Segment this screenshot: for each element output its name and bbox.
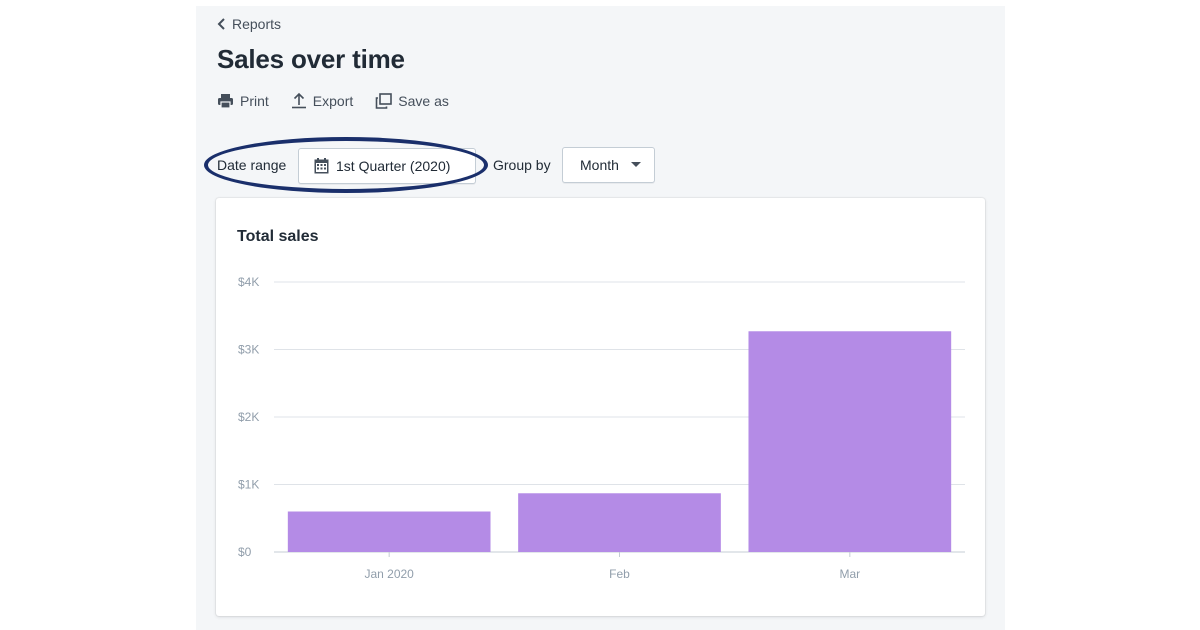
group-by-label: Group by	[493, 157, 551, 173]
x-tick-label: Feb	[609, 567, 630, 581]
chevron-left-icon	[217, 18, 225, 30]
report-panel: Reports Sales over time Print Export Sav…	[196, 6, 1005, 630]
print-button[interactable]: Print	[217, 92, 269, 109]
y-tick-label: $1K	[238, 478, 259, 492]
action-bar: Print Export Save as	[217, 92, 471, 109]
chart-title: Total sales	[237, 228, 319, 245]
x-tick-label: Mar	[839, 567, 860, 581]
back-to-reports-link[interactable]: Reports	[217, 16, 281, 32]
date-range-value: 1st Quarter (2020)	[336, 158, 451, 174]
page-title: Sales over time	[217, 44, 405, 74]
bar-feb	[518, 493, 721, 552]
save-as-button[interactable]: Save as	[375, 92, 449, 109]
y-tick-label: $3K	[238, 343, 259, 357]
back-link-label: Reports	[232, 16, 282, 32]
export-label: Export	[312, 92, 354, 109]
save-as-label: Save as	[398, 92, 449, 109]
x-tick-label: Jan 2020	[364, 567, 414, 581]
export-button[interactable]: Export	[291, 92, 353, 109]
group-by-value: Month	[580, 157, 619, 173]
y-tick-label: $4K	[238, 275, 259, 289]
total-sales-card: Total sales $0 $1K $2K $3K $4K Jan 2020 Feb Mar	[216, 198, 985, 616]
calendar-icon	[314, 158, 329, 174]
y-tick-label: $0	[238, 545, 252, 559]
caret-down-icon	[630, 162, 641, 167]
date-range-picker-button[interactable]: 1st Quarter (2020)	[298, 148, 476, 184]
printer-icon	[218, 93, 233, 109]
upload-icon	[291, 92, 306, 109]
date-range-label: Date range	[217, 157, 287, 173]
total-sales-chart: $0 $1K $2K $3K $4K Jan 2020 Feb Mar	[238, 275, 965, 581]
group-by-select[interactable]: Month	[562, 147, 655, 183]
bar-mar	[748, 331, 952, 552]
duplicate-icon	[375, 92, 393, 109]
bar-jan-2020	[287, 511, 491, 552]
report-filters: Date range 1st Quarter (2020) Group by M…	[196, 137, 1005, 193]
y-tick-label: $2K	[238, 410, 259, 424]
print-label: Print	[240, 92, 269, 109]
